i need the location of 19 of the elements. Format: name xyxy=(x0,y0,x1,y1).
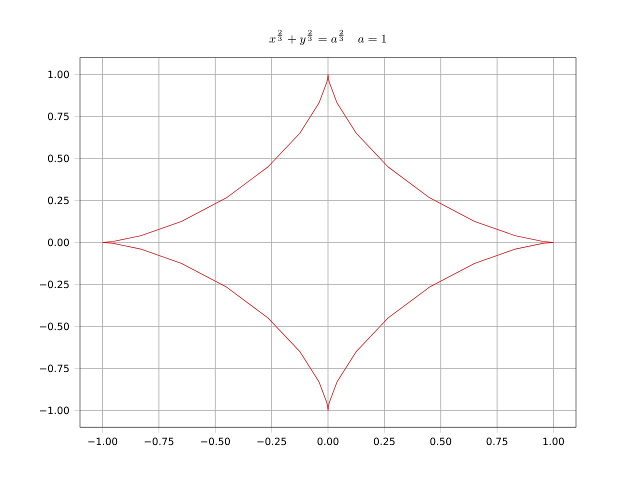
y-tick-label: −0.50 xyxy=(40,322,69,330)
x-tick-label: 1.00 xyxy=(543,438,564,446)
x-tick-label: 0.50 xyxy=(430,438,452,446)
x-tick-label: −0.25 xyxy=(257,438,286,446)
y-tick-label: −1.00 xyxy=(40,406,69,414)
y-tick-label: −0.25 xyxy=(40,280,69,288)
x-tick-label: 0.00 xyxy=(318,438,338,446)
y-tick-label: 0.00 xyxy=(48,238,69,246)
y-tick-label: 0.50 xyxy=(48,154,69,162)
x-tick-label: −1.00 xyxy=(88,438,118,446)
y-tick-label: 0.25 xyxy=(48,196,69,204)
y-tick-label: 1.00 xyxy=(48,70,69,78)
x-tick-label: 0.25 xyxy=(374,438,395,446)
y-tick-label: 0.75 xyxy=(48,112,69,120)
x-tick-label: −0.50 xyxy=(201,438,230,446)
x-tick-label: −0.75 xyxy=(144,438,174,446)
x-tick-label: 0.75 xyxy=(486,438,508,446)
y-tick-label: −0.75 xyxy=(40,364,69,372)
chart-title: $x^{\frac{2}{3}}+y^{\frac{2}{3}}=a^{\frac{2}{3}}\quad a=1$ xyxy=(269,30,386,46)
